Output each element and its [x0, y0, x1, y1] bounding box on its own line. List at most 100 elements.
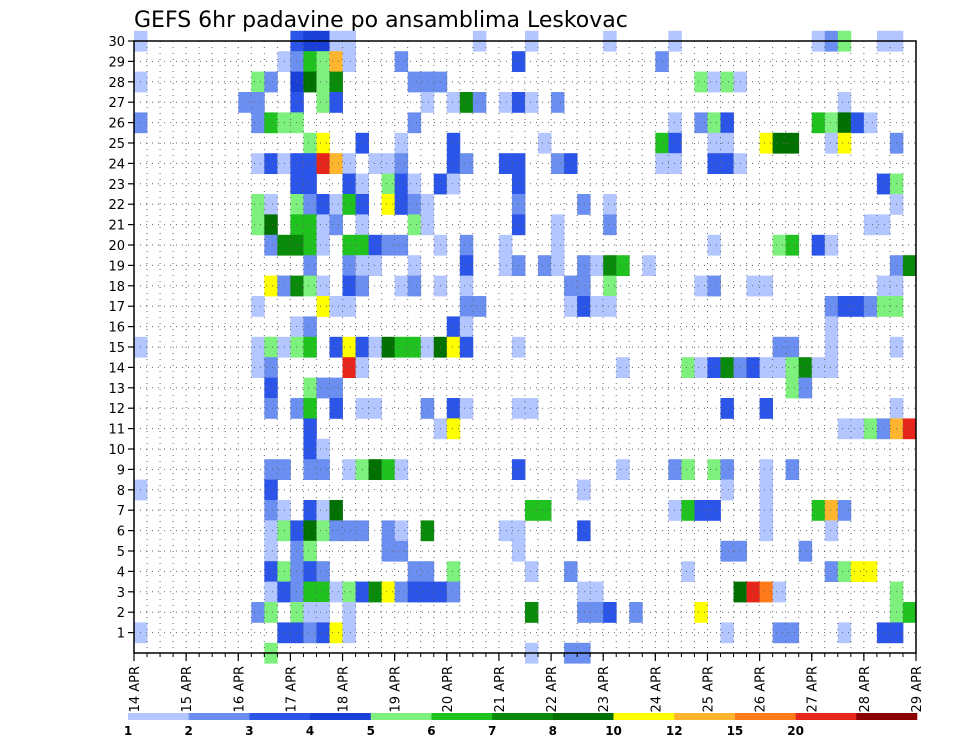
- heatmap-cell: [863, 561, 878, 582]
- heatmap-cell: [694, 71, 708, 93]
- x-tick-label: 17 APR: [284, 666, 299, 712]
- heatmap-cell: [759, 520, 774, 542]
- heatmap-cell: [394, 234, 409, 256]
- y-tick-label: 22: [108, 198, 125, 213]
- heatmap-cell: [264, 234, 278, 256]
- heatmap-cell: [303, 275, 317, 297]
- heatmap-cell: [720, 540, 734, 562]
- heatmap-cell: [420, 561, 435, 582]
- heatmap-cell: [251, 336, 265, 358]
- heatmap-cell: [446, 561, 461, 582]
- heatmap-cell: [394, 194, 409, 215]
- heatmap-cell: [785, 357, 800, 378]
- heatmap-cell: [564, 296, 578, 317]
- heatmap-cell: [538, 500, 552, 521]
- y-tick-label: 23: [108, 178, 125, 193]
- heatmap-cell: [316, 581, 330, 603]
- heatmap-cell: [525, 398, 539, 419]
- x-tick-label: 20 APR: [441, 666, 456, 712]
- y-tick-label: 19: [108, 259, 125, 274]
- y-tick-label: 1: [117, 627, 125, 642]
- heatmap-cell: [824, 500, 839, 521]
- heatmap-cell: [720, 459, 734, 480]
- heatmap-cell: [303, 561, 317, 582]
- chart-title: GEFS 6hr padavine po ansamblima Leskovac: [134, 8, 628, 33]
- heatmap-cell: [303, 214, 317, 236]
- heatmap-cell: [368, 234, 383, 256]
- heatmap-cell: [577, 194, 591, 215]
- heatmap-cell: [772, 234, 787, 256]
- heatmap-cell: [329, 398, 343, 419]
- heatmap-cell: [577, 479, 591, 501]
- heatmap-cell: [264, 275, 278, 297]
- heatmap-cell: [342, 336, 356, 358]
- heatmap-cell: [863, 214, 878, 236]
- heatmap-cell: [759, 132, 774, 154]
- heatmap-cells: [134, 30, 917, 664]
- heatmap-cell: [720, 622, 734, 644]
- heatmap-cell: [303, 500, 317, 521]
- heatmap-cell: [759, 275, 774, 297]
- heatmap-cell: [577, 296, 591, 317]
- heatmap-cell: [681, 357, 695, 378]
- heatmap-cell: [303, 194, 317, 215]
- heatmap-cell: [264, 459, 278, 480]
- y-tick-label: 21: [108, 219, 125, 234]
- heatmap-cell: [329, 71, 343, 93]
- heatmap-cell: [459, 153, 474, 174]
- legend-swatch: [128, 713, 189, 720]
- heatmap-cell: [720, 71, 734, 93]
- heatmap-cell: [381, 540, 396, 562]
- heatmap-cell: [707, 153, 721, 174]
- heatmap-cell: [316, 500, 330, 521]
- heatmap-cell: [342, 622, 356, 644]
- heatmap-cell: [876, 275, 891, 297]
- heatmap-cell: [824, 112, 839, 134]
- heatmap-cell: [303, 132, 317, 154]
- heatmap-cell: [564, 275, 578, 297]
- heatmap-cell: [264, 112, 278, 134]
- heatmap-cell: [577, 602, 591, 623]
- legend-label: 5: [367, 724, 375, 738]
- heatmap-cell: [290, 520, 304, 542]
- heatmap-cell: [290, 92, 304, 113]
- heatmap-cell: [707, 459, 721, 480]
- legend-label: 10: [605, 724, 622, 738]
- heatmap-cell: [316, 296, 330, 317]
- heatmap-cell: [551, 255, 565, 276]
- heatmap-cell: [746, 581, 760, 603]
- heatmap-cell: [316, 92, 330, 113]
- heatmap-cell: [707, 275, 721, 297]
- heatmap-cell: [342, 602, 356, 623]
- heatmap-cell: [694, 357, 708, 378]
- heatmap-cell: [264, 71, 278, 93]
- heatmap-cell: [681, 561, 695, 582]
- y-axis: 1234567891011121314151617181920212223242…: [108, 35, 134, 642]
- y-tick-label: 3: [117, 586, 125, 601]
- heatmap-cell: [368, 153, 383, 174]
- heatmap-cell: [798, 540, 813, 562]
- heatmap-cell: [746, 357, 760, 378]
- heatmap-cell: [342, 459, 356, 480]
- heatmap-cell: [538, 255, 552, 276]
- heatmap-cell: [707, 357, 721, 378]
- heatmap-cell: [772, 357, 787, 378]
- heatmap-cell: [407, 194, 422, 215]
- heatmap-cell: [837, 132, 852, 154]
- heatmap-cell: [564, 561, 578, 582]
- heatmap-cell: [681, 459, 695, 480]
- heatmap-cell: [290, 214, 304, 236]
- heatmap-cell: [707, 500, 721, 521]
- y-tick-label: 11: [108, 423, 125, 438]
- heatmap-cell: [290, 622, 304, 644]
- legend-swatch: [249, 713, 311, 720]
- heatmap-cell: [316, 51, 330, 72]
- heatmap-cell: [329, 296, 343, 317]
- heatmap-cell: [668, 132, 682, 154]
- y-tick-label: 6: [117, 525, 125, 540]
- heatmap-cell: [694, 275, 708, 297]
- y-tick-label: 5: [117, 545, 125, 560]
- heatmap-cell: [316, 438, 330, 460]
- x-tick-label: 25 APR: [701, 666, 716, 712]
- heatmap-cell: [459, 255, 474, 276]
